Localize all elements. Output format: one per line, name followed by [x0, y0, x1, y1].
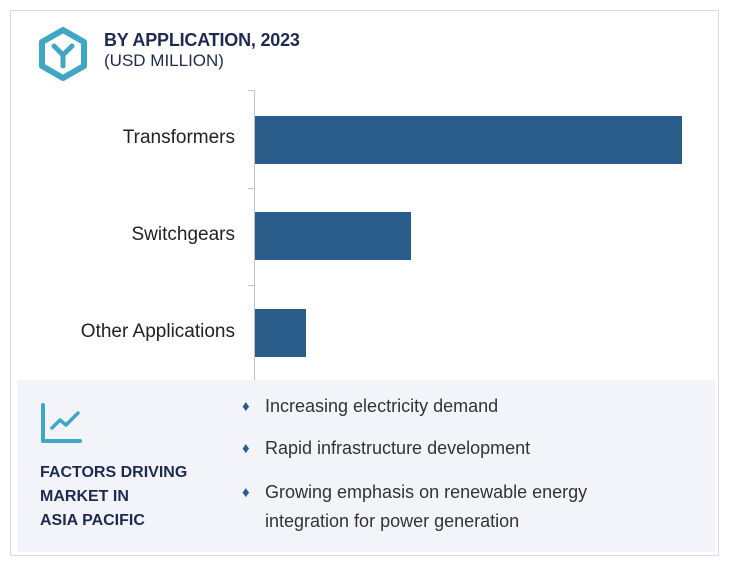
- axis-tick: [248, 90, 254, 91]
- diamond-bullet-icon: ♦: [242, 484, 250, 501]
- chart-subtitle: (USD MILLION): [104, 51, 224, 70]
- factors-panel: [17, 380, 715, 552]
- factors-heading-line: ASIA PACIFIC: [40, 512, 145, 529]
- hexagon-y-logo-icon: [39, 27, 87, 81]
- factor-text: Rapid infrastructure development: [265, 438, 531, 458]
- bar-switchgears: [255, 212, 411, 260]
- category-label: Transformers: [122, 127, 235, 148]
- axis-tick: [248, 188, 254, 189]
- category-label: Other Applications: [80, 321, 235, 342]
- factors-heading-line: MARKET IN: [40, 488, 129, 505]
- bar-transformers: [255, 116, 682, 164]
- factor-text: Growing emphasis on renewable energy int…: [265, 482, 588, 531]
- factors-heading: FACTORS DRIVING MARKET IN ASIA PACIFIC: [40, 461, 187, 533]
- factor-bullet: ♦ Increasing electricity demand: [242, 392, 685, 421]
- axis-tick: [248, 285, 254, 286]
- factor-bullet: ♦ Growing emphasis on renewable energy i…: [242, 478, 665, 536]
- chart-title: BY APPLICATION, 2023: [104, 30, 300, 50]
- bar-other-applications: [255, 309, 306, 357]
- diamond-bullet-icon: ♦: [242, 440, 250, 457]
- category-label: Switchgears: [131, 224, 236, 245]
- factor-bullet: ♦ Rapid infrastructure development: [242, 434, 685, 463]
- trend-line-chart-icon: [41, 403, 82, 443]
- y-axis-line: [254, 90, 255, 381]
- factor-text: Increasing electricity demand: [265, 396, 499, 416]
- diamond-bullet-icon: ♦: [242, 398, 250, 415]
- factors-heading-line: FACTORS DRIVING: [40, 464, 188, 481]
